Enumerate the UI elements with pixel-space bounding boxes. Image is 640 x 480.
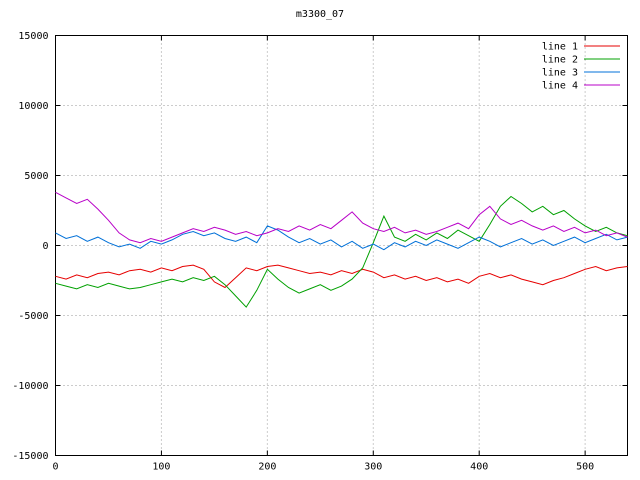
y-tick-label: 10000 — [18, 101, 48, 112]
series-line-3 — [55, 225, 628, 251]
y-tick-label: -10000 — [12, 381, 48, 392]
series-line-2 — [55, 195, 628, 308]
legend: line 1 line 2 line 3 line 4 — [542, 42, 620, 92]
x-tick-label: 200 — [258, 462, 276, 473]
y-tick-label: -15000 — [12, 451, 48, 462]
series-line-1 — [55, 264, 628, 289]
x-tick-label: 500 — [576, 462, 594, 473]
y-tick-label: 15000 — [18, 31, 48, 42]
x-tick-label: 100 — [152, 462, 170, 473]
legend-label: line 3 — [542, 68, 578, 79]
chart-title: m3300_07 — [295, 9, 345, 20]
series-line-4 — [55, 191, 628, 244]
y-tick-label: 0 — [42, 241, 48, 252]
y-tick-label: 5000 — [24, 171, 48, 182]
legend-label: line 4 — [542, 81, 578, 92]
plot-border — [55, 35, 628, 456]
y-tick-label: -5000 — [18, 311, 48, 322]
x-tick-label: 0 — [52, 462, 58, 473]
legend-label: line 2 — [542, 55, 578, 66]
legend-label: line 1 — [542, 42, 578, 53]
x-tick-label: 400 — [470, 462, 488, 473]
x-tick-label: 300 — [364, 462, 382, 473]
